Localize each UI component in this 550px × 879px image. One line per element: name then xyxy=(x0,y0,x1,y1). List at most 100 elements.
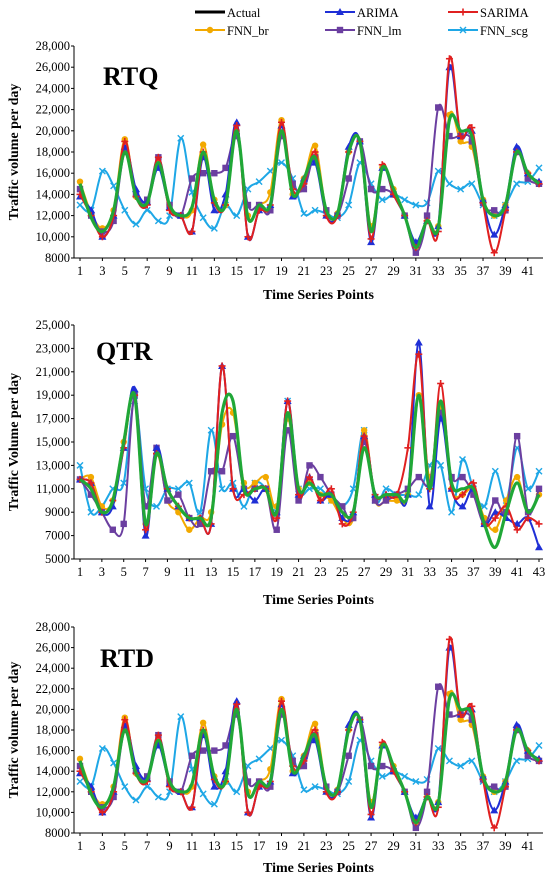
data-point xyxy=(490,806,499,814)
data-point xyxy=(401,196,409,204)
data-point xyxy=(154,793,162,801)
data-point xyxy=(491,207,498,214)
x-tick-label: 9 xyxy=(164,565,170,579)
data-point xyxy=(367,235,375,243)
data-point xyxy=(535,467,543,475)
data-point xyxy=(211,170,218,177)
data-point xyxy=(229,432,237,440)
x-axis-label: Time Series Points xyxy=(263,288,375,303)
data-point xyxy=(121,783,129,791)
legend: Actual ARIMA SARIMA FNN_br FNN_lm FNN_scg xyxy=(195,6,529,38)
data-point xyxy=(177,713,185,721)
x-tick-label: 13 xyxy=(208,839,221,853)
data-point xyxy=(345,201,353,209)
y-tick-label: 13,000 xyxy=(36,458,70,472)
x-tick-label: 27 xyxy=(365,264,378,278)
y-tick-label: 20,000 xyxy=(36,124,70,138)
data-point xyxy=(121,206,129,214)
data-point xyxy=(278,132,285,140)
data-point xyxy=(513,473,521,481)
x-tick-label: 41 xyxy=(522,839,535,853)
legend-label: ARIMA xyxy=(357,6,399,20)
data-point xyxy=(233,700,241,708)
data-point xyxy=(379,762,386,770)
data-point xyxy=(218,485,226,493)
y-tick-label: 21,000 xyxy=(36,365,70,379)
data-point xyxy=(345,175,352,182)
x-tick-label: 35 xyxy=(445,565,458,579)
data-point xyxy=(244,233,252,241)
data-point xyxy=(110,182,118,190)
data-point xyxy=(512,720,521,728)
x-tick-label: 19 xyxy=(275,264,288,278)
data-point xyxy=(87,491,95,498)
data-point xyxy=(524,485,532,493)
data-point xyxy=(415,491,423,499)
legend-label: FNN_scg xyxy=(480,24,529,38)
x-tick-label: 27 xyxy=(365,839,378,853)
x-tick-label: 3 xyxy=(99,565,105,579)
y-tick-label: 14,000 xyxy=(36,764,70,778)
data-point xyxy=(415,350,423,358)
x-tick-label: 1 xyxy=(77,264,83,278)
y-tick-label: 8000 xyxy=(45,826,70,840)
x-tick-label: 29 xyxy=(380,565,393,579)
data-point xyxy=(152,443,161,451)
y-tick-label: 22,000 xyxy=(36,682,70,696)
data-point xyxy=(306,462,313,469)
data-point xyxy=(98,808,106,816)
y-tick-label: 16,000 xyxy=(36,744,70,758)
y-tick-label: 12,000 xyxy=(36,209,70,223)
data-point xyxy=(446,132,453,140)
y-tick-label: 25,000 xyxy=(36,318,70,332)
data-point xyxy=(426,479,433,487)
legend-marker xyxy=(336,26,344,34)
data-point xyxy=(218,362,226,370)
chart-title: RTQ xyxy=(103,62,158,91)
x-tick-label: 39 xyxy=(499,264,512,278)
x-tick-label: 15 xyxy=(230,264,243,278)
x-tick-label: 17 xyxy=(249,565,262,579)
y-tick-label: 8000 xyxy=(45,251,70,265)
x-tick-label: 33 xyxy=(432,839,445,853)
x-tick-label: 37 xyxy=(477,839,490,853)
data-point xyxy=(360,432,368,440)
y-axis-label: Traffic volume per day xyxy=(7,662,22,799)
x-tick-label: 5 xyxy=(122,839,128,853)
y-tick-label: 18,000 xyxy=(36,145,70,159)
data-point xyxy=(98,745,106,753)
x-tick-label: 15 xyxy=(227,565,240,579)
data-point xyxy=(76,178,84,185)
data-point xyxy=(120,479,128,487)
data-point xyxy=(76,461,84,469)
data-point xyxy=(311,783,319,791)
legend-marker xyxy=(459,26,467,34)
data-point xyxy=(188,752,196,759)
x-tick-label: 21 xyxy=(292,565,305,579)
legend-marker xyxy=(206,26,214,34)
series-line xyxy=(79,715,540,806)
legend-item: SARIMA xyxy=(448,6,529,20)
data-point xyxy=(316,497,324,504)
x-tick-label: 23 xyxy=(320,839,333,853)
y-tick-label: 22,000 xyxy=(36,103,70,117)
data-point xyxy=(199,170,207,177)
y-tick-label: 12,000 xyxy=(36,785,70,799)
data-point xyxy=(141,531,150,539)
data-point xyxy=(199,747,207,754)
data-point xyxy=(412,824,420,832)
data-point xyxy=(513,757,521,765)
legend-item: Actual xyxy=(195,6,261,20)
legend-item: FNN_scg xyxy=(448,24,529,38)
data-point xyxy=(188,803,196,811)
x-tick-label: 41 xyxy=(511,565,524,579)
data-point xyxy=(423,212,431,219)
data-point xyxy=(284,397,292,405)
x-tick-label: 29 xyxy=(387,839,400,853)
x-tick-label: 43 xyxy=(533,565,546,579)
data-point xyxy=(524,175,532,182)
x-tick-label: 33 xyxy=(423,565,436,579)
data-point xyxy=(278,697,286,705)
data-point xyxy=(339,503,346,510)
